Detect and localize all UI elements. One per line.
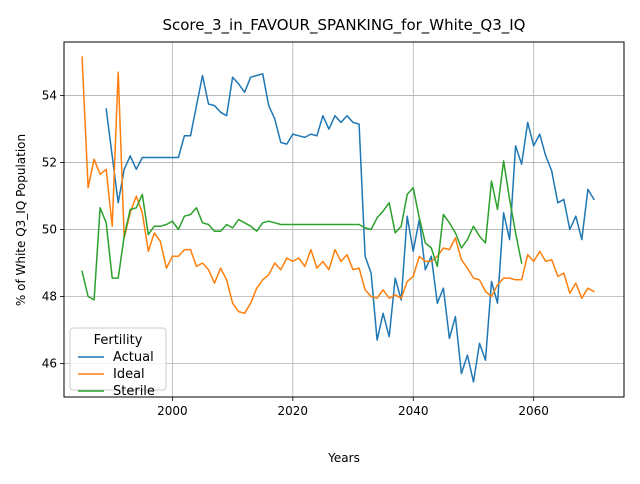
legend-title: Fertility (94, 333, 143, 348)
y-tick-label: 54 (42, 89, 57, 103)
y-tick-label: 50 (42, 223, 57, 237)
legend-entries: Actual Ideal Sterile (78, 350, 155, 399)
legend: Fertility Actual Ideal Sterile (69, 327, 167, 399)
legend-label-sterile: Sterile (113, 384, 155, 399)
x-axis-label: Years (327, 451, 360, 465)
axis-ticks: 2000 2020 2040 2060 46 48 50 52 54 (42, 89, 549, 418)
chart-title: Score_3_in_FAVOUR_SPANKING_for_White_Q3_… (162, 16, 525, 35)
legend-label-ideal: Ideal (113, 367, 145, 382)
x-tick-label: 2000 (157, 404, 188, 418)
series-line-ideal (81, 56, 595, 315)
y-tick-label: 48 (42, 290, 57, 304)
series-line-sterile (81, 160, 523, 301)
x-tick-label: 2020 (278, 404, 309, 418)
series-line-actual (105, 73, 595, 383)
series-lines (81, 56, 595, 383)
y-axis-label: % of White Q3_IQ Population (14, 134, 28, 306)
y-tick-label: 52 (42, 156, 57, 170)
x-tick-label: 2040 (398, 404, 429, 418)
y-tick-label: 46 (42, 357, 57, 371)
legend-label-actual: Actual (113, 350, 154, 365)
plot-frame (63, 41, 625, 398)
x-tick-label: 2060 (518, 404, 549, 418)
